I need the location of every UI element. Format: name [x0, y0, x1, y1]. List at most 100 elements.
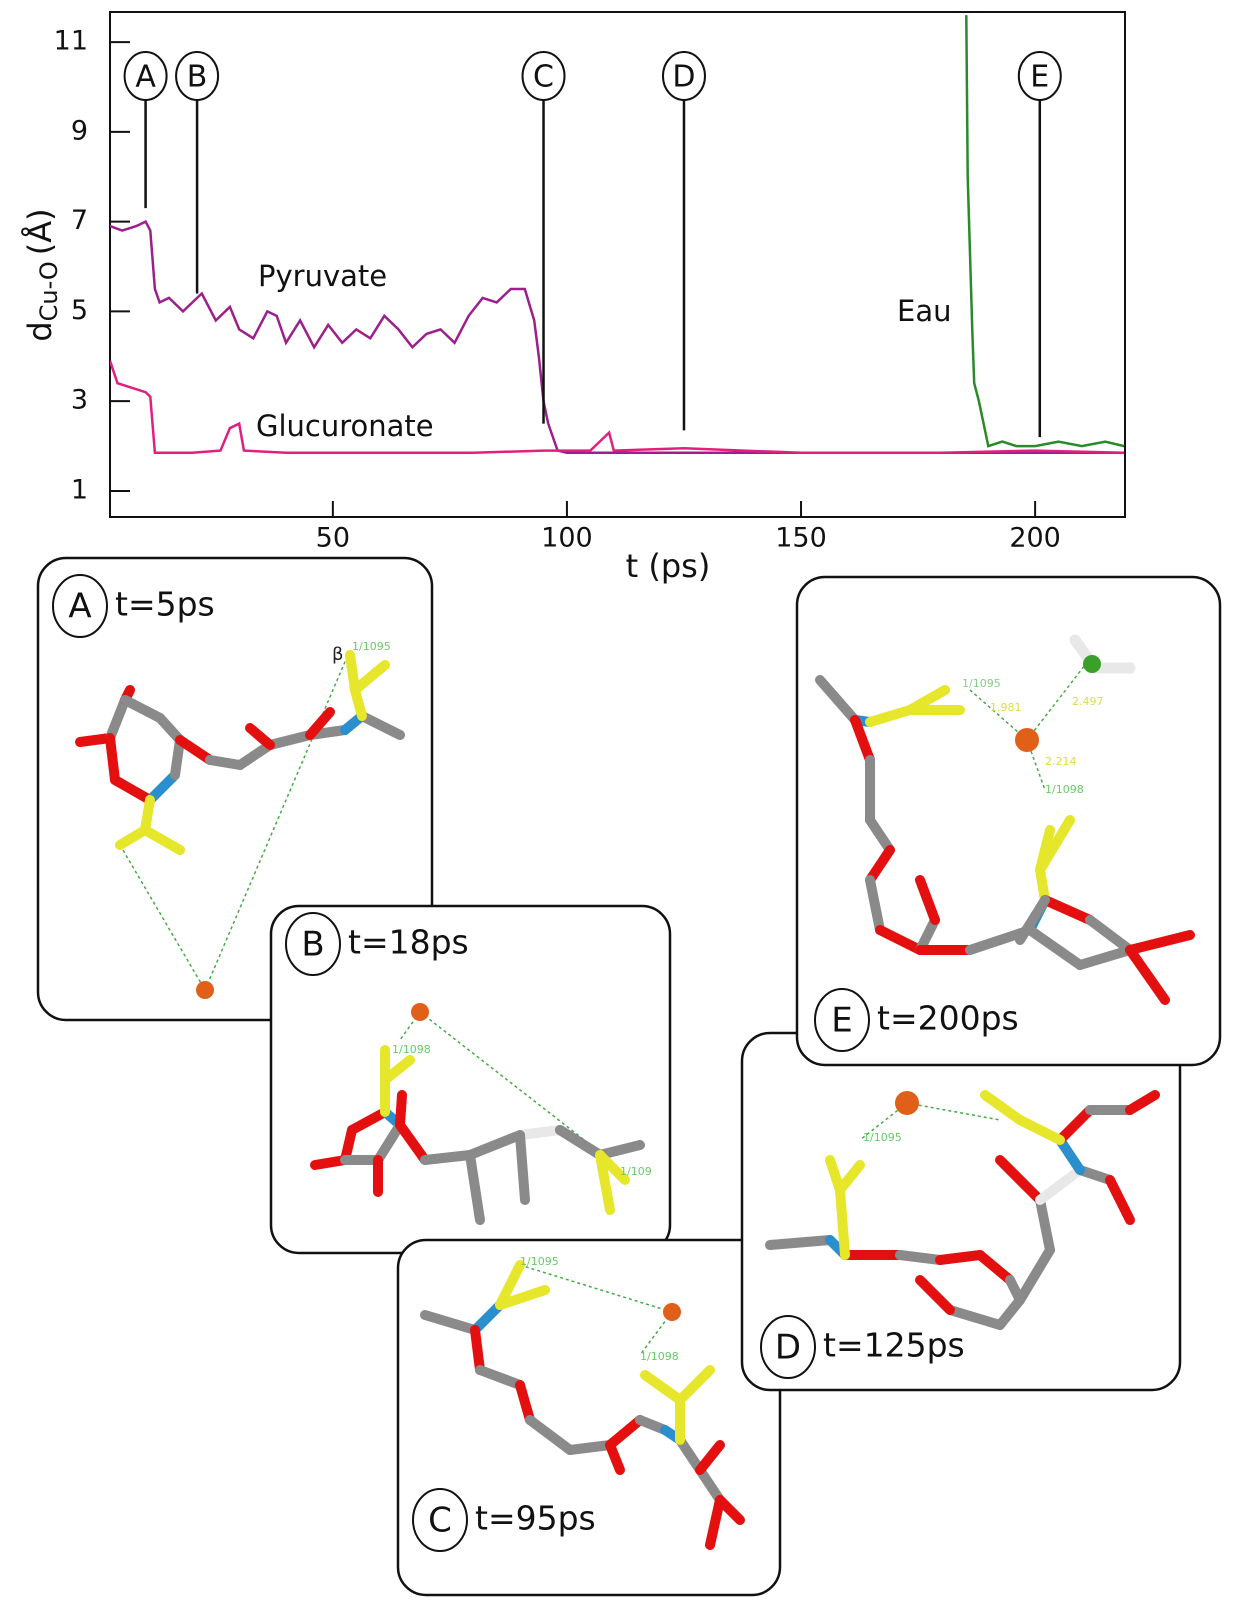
y-label-main: d: [21, 321, 59, 341]
bond: [515, 1130, 530, 1205]
panel-badge: [412, 1488, 468, 1552]
bond: [1125, 930, 1195, 955]
bond: [1055, 1135, 1085, 1175]
bond: [1015, 1115, 1065, 1145]
y-tick-label: 9: [71, 115, 88, 146]
x-tick-label: 50: [316, 523, 350, 554]
bond: [1040, 895, 1095, 925]
series-label: Pyruvate: [258, 259, 387, 293]
copper-ion: [1015, 728, 1039, 752]
distance-line: [859, 1102, 908, 1141]
bond: [975, 1250, 1015, 1285]
bond: [675, 1435, 705, 1475]
marker-circle: [123, 51, 168, 101]
distance-line: [519, 1264, 673, 1313]
x-axis-label: t (ps): [626, 547, 711, 585]
bond: [345, 650, 360, 695]
snapshot-panel: 1/1095 1.981 2.497 2.214 1/1098 E t=200ps: [795, 575, 1222, 1067]
y-tick-label: 3: [71, 385, 88, 416]
panel-badge: [760, 1315, 816, 1379]
marker-circle: [175, 51, 220, 101]
bond: [980, 1090, 1025, 1125]
panel-time: t=200ps: [877, 999, 1019, 1038]
series-line: [965, 15, 1125, 448]
bond: [170, 735, 185, 780]
copper-ion: [411, 1003, 429, 1021]
bond: [695, 1440, 725, 1475]
bond: [373, 1120, 405, 1165]
distance-line: [204, 649, 351, 991]
y-tick-label: 5: [71, 295, 88, 326]
panel-frame: [396, 1238, 782, 1597]
bond: [995, 1295, 1025, 1330]
distance-label: 1/1095: [520, 1255, 559, 1268]
marker-label: D: [672, 60, 695, 95]
bond: [595, 1140, 645, 1160]
bond: [380, 1055, 415, 1085]
bond: [420, 1150, 475, 1165]
bond: [915, 1275, 955, 1315]
bond: [1035, 865, 1050, 905]
y-tick-label: 7: [71, 205, 88, 236]
bond: [175, 735, 215, 765]
bond: [595, 1150, 630, 1185]
bond: [595, 1150, 615, 1215]
bond: [555, 1125, 605, 1160]
bond: [815, 675, 860, 725]
bond: [105, 733, 120, 785]
y-label-sub: Cu-O: [35, 261, 63, 321]
y-axis-label: dCu-O (Å): [21, 208, 63, 341]
bond: [515, 1125, 565, 1140]
distance-line: [969, 689, 1028, 741]
panel-letter: E: [831, 1001, 852, 1041]
bond: [1015, 1245, 1055, 1305]
distance-label: 1/109: [620, 1165, 652, 1178]
bond: [525, 1415, 575, 1455]
distance-label: 1/1098: [1045, 783, 1084, 796]
bond: [945, 1305, 1005, 1330]
snapshot-panel: β 1/1095 A t=5ps: [36, 556, 434, 1022]
panel-letter: C: [428, 1501, 452, 1541]
bond: [895, 1250, 945, 1265]
y-tick-label: 11: [54, 26, 88, 57]
panel-badge: [52, 574, 108, 638]
bond: [865, 815, 895, 855]
panel-time: t=5ps: [115, 585, 215, 624]
bond: [310, 1155, 350, 1170]
copper-ion: [895, 1091, 919, 1115]
panel-badge: [285, 912, 341, 976]
water-oxygen: [1083, 655, 1101, 673]
bond: [305, 707, 335, 740]
bond: [1035, 1165, 1085, 1205]
bond: [475, 1365, 525, 1390]
bond: [1075, 1165, 1115, 1185]
series-label: Eau: [897, 294, 951, 328]
bond: [245, 723, 275, 750]
bond: [1025, 925, 1085, 970]
bond: [120, 695, 165, 723]
bond: [565, 1440, 615, 1455]
marker-circle: [521, 51, 566, 101]
bond: [1035, 1195, 1055, 1255]
bond: [875, 925, 925, 955]
distance-label: 1/1098: [392, 1043, 431, 1056]
x-tick-label: 100: [541, 523, 593, 554]
bond: [695, 1465, 725, 1505]
bond: [350, 660, 390, 695]
bond: [1035, 815, 1075, 875]
copper-ion: [196, 981, 214, 999]
bond: [357, 711, 405, 740]
bond: [140, 795, 155, 835]
distance-label: 2.214: [1045, 755, 1077, 768]
plot-area: [110, 15, 1125, 455]
snapshot-panel: 1/1095 D t=125ps: [740, 1031, 1182, 1392]
bond: [235, 740, 275, 770]
y-label-unit: (Å): [21, 208, 59, 255]
bond: [1125, 945, 1170, 1005]
y-tick-label: 1: [71, 474, 88, 505]
bond: [1075, 945, 1135, 970]
panel-time: t=95ps: [475, 1499, 596, 1538]
bond: [765, 1235, 835, 1250]
distance-label: 2.497: [1072, 695, 1104, 708]
